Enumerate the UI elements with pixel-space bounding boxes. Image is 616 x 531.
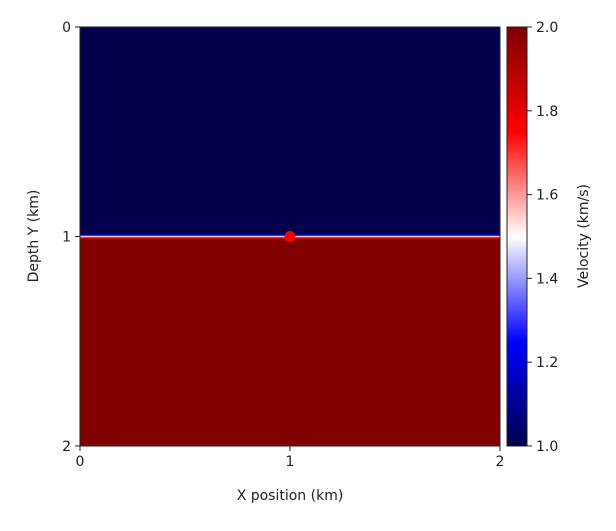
colorbar-tick-label: 1.2 <box>536 355 558 371</box>
layer-1 <box>80 236 500 446</box>
y-tick-label: 2 <box>62 439 71 455</box>
layer-0 <box>80 27 500 237</box>
data-point <box>284 231 296 242</box>
x-tick-label: 0 <box>76 454 85 470</box>
colorbar-tick-label: 1.4 <box>536 271 558 287</box>
y-tick-label: 0 <box>62 20 71 36</box>
x-tick-label: 1 <box>286 454 295 470</box>
y-tick-label: 1 <box>62 230 71 246</box>
x-axis-label: X position (km) <box>237 488 344 504</box>
colorbar: 1.0 1.2 1.4 1.6 1.8 2.0 <box>506 20 558 455</box>
colorbar-tick-label: 2.0 <box>536 20 558 36</box>
colorbar-tick-label: 1.6 <box>536 188 558 204</box>
colorbar-label: Velocity (km/s) <box>576 184 592 288</box>
colorbar-tick-label: 1.0 <box>536 439 558 455</box>
colorbar-gradient <box>506 26 528 447</box>
colorbar-tick-label: 1.8 <box>536 104 558 120</box>
y-axis-label: Depth Y (km) <box>26 190 42 283</box>
x-tick-label: 2 <box>496 454 505 470</box>
